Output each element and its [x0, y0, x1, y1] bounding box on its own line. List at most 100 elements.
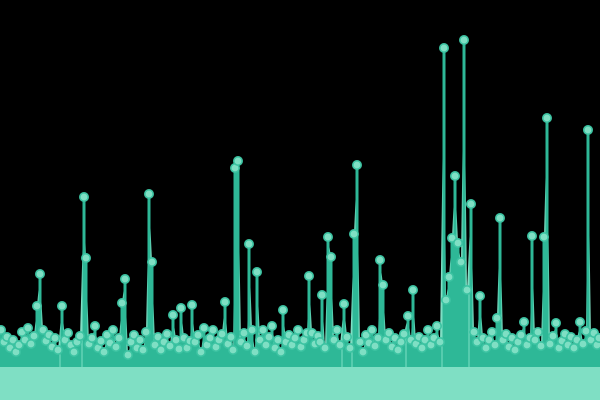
data-point-marker [52, 344, 63, 355]
data-point-marker [550, 317, 561, 328]
data-point-marker [79, 192, 90, 203]
data-point-marker [162, 328, 173, 339]
data-point-marker [407, 284, 418, 295]
data-point-marker [135, 334, 146, 345]
data-point-marker [99, 346, 110, 357]
data-point-marker [266, 320, 277, 331]
data-point-marker [187, 299, 198, 310]
data-point-marker [120, 273, 131, 284]
data-point-marker [272, 334, 283, 345]
data-point-marker [434, 336, 445, 347]
data-point-marker [316, 289, 327, 300]
data-point-marker [532, 326, 543, 337]
data-point-marker [544, 338, 555, 349]
data-point-marker [144, 189, 155, 200]
data-point-marker [25, 338, 36, 349]
data-point-marker [480, 342, 491, 353]
data-point-marker [114, 332, 125, 343]
data-point-marker [474, 290, 485, 301]
data-point-marker [244, 239, 255, 250]
data-point-marker [518, 316, 529, 327]
data-point-marker [344, 342, 355, 353]
data-point-marker [509, 344, 520, 355]
data-point-marker [141, 326, 152, 337]
data-point-marker [338, 298, 349, 309]
data-point-marker [535, 340, 546, 351]
data-point-marker [319, 342, 330, 353]
data-point-marker [461, 284, 472, 295]
data-point-marker [416, 342, 427, 353]
data-point-marker [277, 304, 288, 315]
data-point-marker [577, 338, 588, 349]
data-point-marker [325, 252, 336, 263]
data-point-marker [96, 335, 107, 346]
data-point-marker [56, 300, 67, 311]
data-point-marker [62, 327, 73, 338]
data-point-marker [489, 339, 500, 350]
data-point-marker [123, 349, 134, 360]
data-point-marker [111, 341, 122, 352]
data-point-marker [138, 344, 149, 355]
data-point-marker [260, 339, 271, 350]
data-point-marker [372, 332, 383, 343]
data-point-marker [341, 331, 352, 342]
data-point-marker [465, 199, 476, 210]
data-point-marker [357, 346, 368, 357]
data-point-marker [90, 320, 101, 331]
data-point-marker [547, 330, 558, 341]
data-point-marker [458, 34, 469, 45]
data-point-marker [168, 309, 179, 320]
data-point-marker [541, 113, 552, 124]
data-point-marker [250, 346, 261, 357]
data-point-marker [226, 331, 237, 342]
data-point-marker [366, 324, 377, 335]
data-point-marker [455, 256, 466, 267]
data-point-marker [75, 330, 86, 341]
data-point-marker [239, 327, 250, 338]
data-point-marker [228, 344, 239, 355]
data-point-marker [431, 320, 442, 331]
data-point-marker [580, 325, 591, 336]
data-point-marker [252, 266, 263, 277]
data-point-marker [348, 229, 359, 240]
data-point-marker [538, 232, 549, 243]
data-point-marker [69, 346, 80, 357]
data-point-marker [574, 316, 585, 327]
data-point-marker [49, 332, 60, 343]
data-point-marker [81, 253, 92, 264]
data-point-marker [374, 255, 385, 266]
data-point-marker [257, 324, 268, 335]
data-point-marker [31, 300, 42, 311]
data-point-marker [147, 256, 158, 267]
data-point-marker [392, 344, 403, 355]
data-point-marker [515, 329, 526, 340]
data-point-marker [242, 340, 253, 351]
data-point-marker [263, 331, 274, 342]
data-point-marker [443, 271, 454, 282]
data-point-marker [369, 340, 380, 351]
data-point-marker [117, 297, 128, 308]
data-point-marker [233, 156, 244, 167]
data-point-marker [334, 339, 345, 350]
data-point-marker [196, 346, 207, 357]
data-point-marker [165, 340, 176, 351]
data-point-marker [205, 332, 216, 343]
data-point-marker [449, 171, 460, 182]
data-point-marker [568, 342, 579, 353]
data-point-marker [354, 336, 365, 347]
data-point-marker [0, 325, 6, 335]
data-point-marker [398, 328, 409, 339]
data-point-marker [208, 324, 219, 335]
data-point-marker [491, 312, 502, 323]
data-point-marker [452, 238, 463, 249]
data-point-marker [438, 42, 449, 53]
data-point-marker [582, 125, 593, 136]
data-point-marker [174, 343, 185, 354]
data-point-marker [156, 344, 167, 355]
data-point-marker [193, 329, 204, 340]
data-point-marker [34, 268, 45, 279]
data-point-marker [402, 310, 413, 321]
data-point-marker [220, 296, 231, 307]
